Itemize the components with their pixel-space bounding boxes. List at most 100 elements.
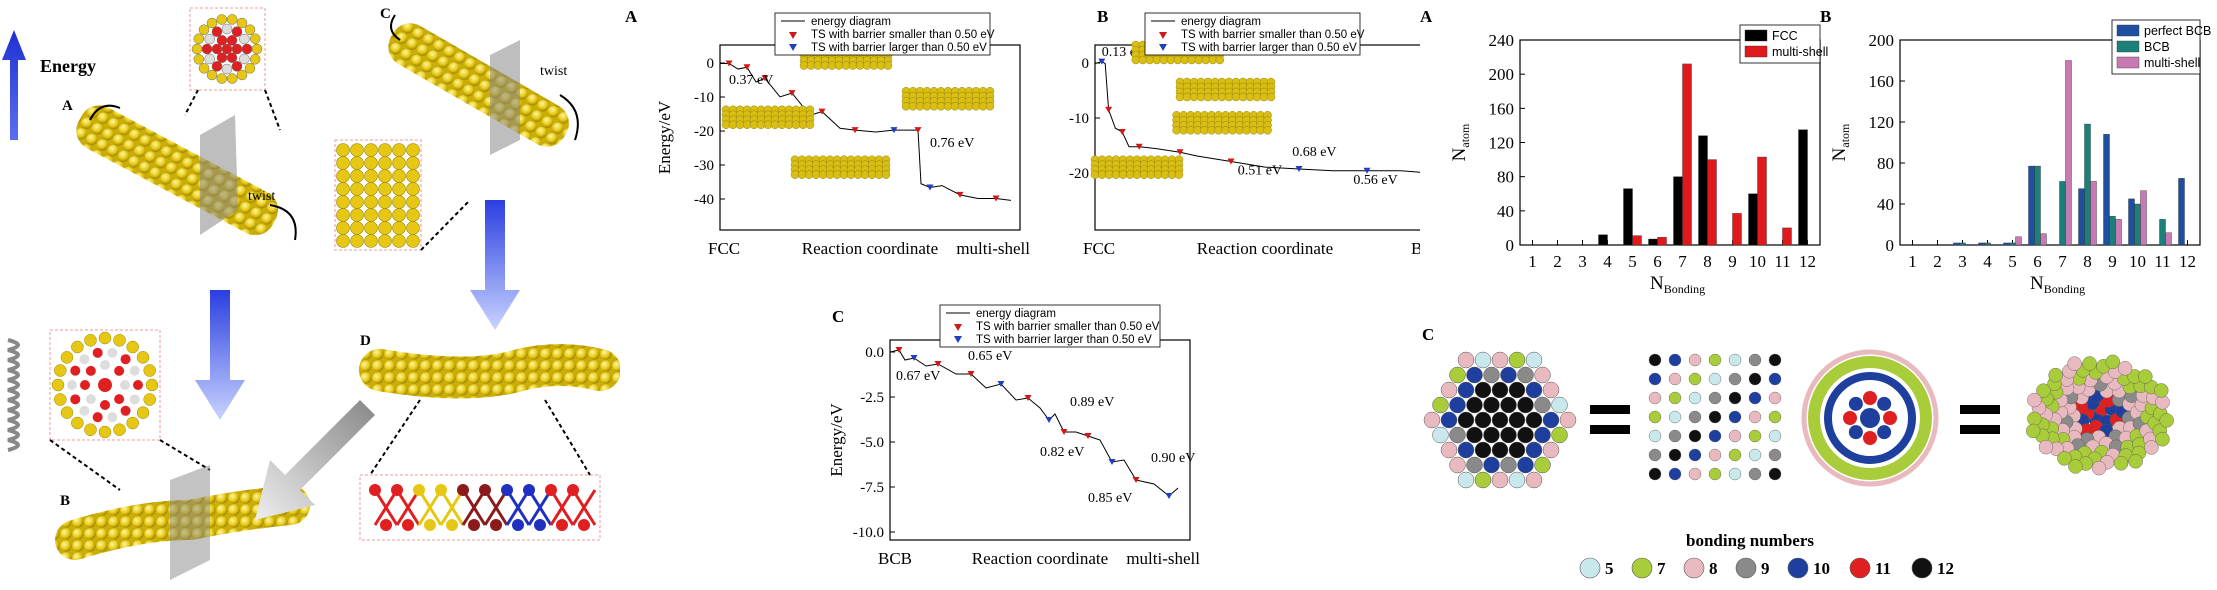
atom [806, 61, 816, 70]
legend-entry: perfect BCB [2144, 24, 2211, 38]
bar [2065, 60, 2072, 246]
cluster-atom [1457, 411, 1475, 429]
atom [446, 519, 458, 531]
atom [378, 182, 392, 196]
y-tick-label: 120 [1869, 113, 1895, 132]
structure-snapshot [901, 87, 995, 111]
atom [832, 170, 842, 179]
cluster-atom [1748, 448, 1762, 462]
bonding-legend: 5 7 8 9 10 11 12 [1579, 557, 1954, 579]
legend-swatch [2116, 24, 2140, 37]
cluster-atom [1457, 441, 1475, 459]
atom [216, 35, 228, 46]
y-tick-label: -30 [694, 158, 714, 174]
energy-diagram-line [889, 349, 1179, 497]
cluster-atom [2048, 367, 2063, 383]
atom [336, 195, 350, 209]
atom [749, 120, 759, 129]
structure-snapshot [790, 155, 891, 179]
cluster-atom [1466, 366, 1483, 384]
cluster-atom [1668, 410, 1682, 424]
ts-marker-small [956, 191, 964, 198]
cluster-atom [1843, 411, 1857, 425]
x-tick-label: 10 [1749, 252, 1766, 271]
atom [350, 169, 364, 183]
cluster-atom [1728, 391, 1742, 405]
atom [512, 519, 524, 531]
atom [855, 61, 865, 70]
bar [2140, 190, 2147, 246]
equals-sign [1590, 405, 1630, 414]
x-tick-label: 6 [2033, 252, 2042, 271]
x-tick-label: 8 [2083, 252, 2092, 271]
cluster-atom [1457, 471, 1475, 489]
bar [2059, 181, 2066, 246]
atom [784, 120, 794, 129]
cluster-atom [1728, 372, 1742, 386]
panel-label: B [1097, 7, 1108, 26]
legend-entry: multi-shell [2144, 56, 2200, 70]
atom [406, 156, 420, 170]
atom [791, 120, 801, 129]
atom [226, 73, 238, 84]
atom [216, 52, 228, 63]
legend-color-dot [1787, 557, 1809, 579]
legend-marker-large [954, 336, 962, 343]
atom [145, 378, 159, 392]
atom [92, 347, 103, 358]
cluster-atom [1542, 411, 1560, 429]
atom [60, 406, 74, 419]
label-a: A [62, 98, 73, 114]
label-c: C [380, 6, 391, 22]
bar [1798, 129, 1808, 246]
x-tick-label: 2 [1553, 252, 1562, 271]
legend-color-dot [1683, 557, 1705, 579]
atom [391, 484, 403, 496]
atom [236, 69, 248, 81]
barrier-annotation: 0.68 eV [1292, 145, 1336, 160]
plot-frame [1519, 39, 1821, 246]
atom [231, 61, 243, 72]
ts-marker-large [997, 381, 1005, 387]
atom [364, 156, 378, 170]
ts-marker-large [890, 127, 898, 134]
x-tick-label: 3 [1958, 252, 1967, 271]
barrier-annotation: 0.65 eV [968, 349, 1012, 364]
legend-entry: energy diagram [976, 308, 1056, 320]
x-start-label: FCC [708, 239, 740, 258]
ts-marker-small [934, 361, 942, 367]
cluster-atom [1517, 456, 1534, 474]
bar [2109, 216, 2116, 246]
y-tick-label: -5.0 [860, 435, 884, 451]
x-tick-label: 4 [1603, 252, 1612, 271]
atom [136, 351, 150, 364]
reaction-c-svg: C 0.0 -2.5 -5.0 -7.5 -10.0 Energy/eV Reaction c… [827, 304, 1200, 568]
ts-marker-small [1176, 149, 1184, 156]
bar [1673, 176, 1683, 246]
atom [929, 102, 939, 111]
atom [985, 102, 995, 111]
cluster-shell [1808, 356, 1932, 480]
atom [204, 33, 215, 45]
atom [54, 393, 67, 406]
nanowire-a [76, 105, 279, 236]
cluster-atom [1768, 353, 1782, 367]
bar [2040, 233, 2047, 246]
cluster-atom [1500, 426, 1517, 444]
bond [461, 489, 487, 526]
barrier-annotation: 0.56 eV [1353, 173, 1397, 188]
cluster-atom [1534, 456, 1551, 474]
atom [813, 61, 823, 70]
atom [825, 170, 835, 179]
cluster-atom [1768, 467, 1782, 481]
atom [378, 208, 392, 222]
cluster-shell [1801, 349, 1939, 487]
x-axis-label: Reaction coordinate [802, 239, 938, 258]
cluster-atom [1648, 467, 1662, 481]
cluster-atom [1525, 471, 1543, 489]
cluster-atom [1559, 411, 1577, 429]
y-axis-label: Energy/eV [827, 403, 846, 477]
cluster-atom [2082, 356, 2097, 371]
equals-sign [1960, 425, 2000, 434]
legend-marker-small [789, 32, 797, 39]
